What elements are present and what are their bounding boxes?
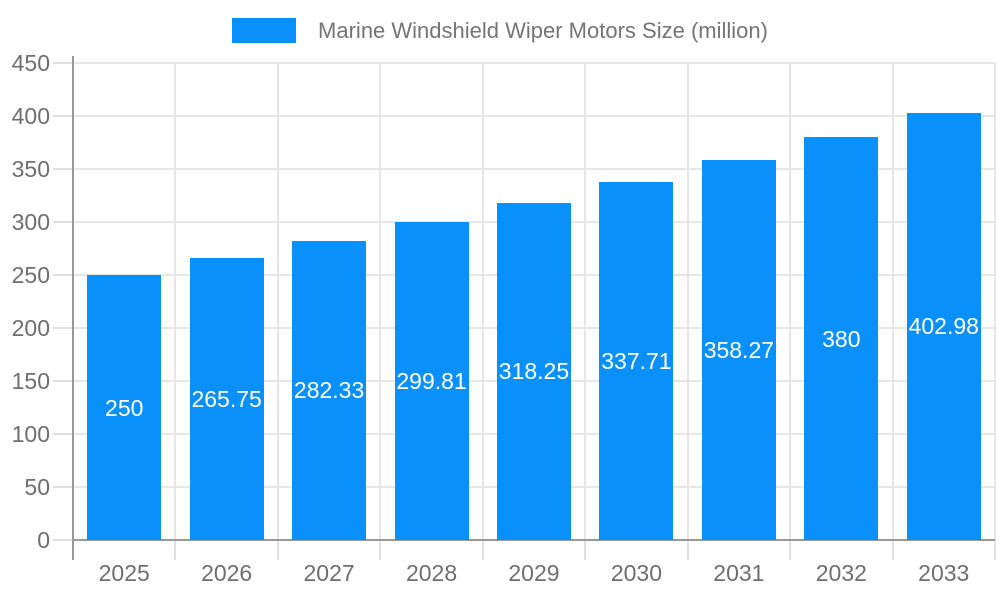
gridline-v <box>276 63 279 540</box>
x-tick-label: 2031 <box>713 560 765 586</box>
bar-value-label: 402.98 <box>908 313 979 340</box>
y-tick-label: 250 <box>11 262 50 288</box>
gridline-h <box>73 62 995 64</box>
x-tick-label: 2027 <box>303 560 355 586</box>
y-tick-label: 200 <box>11 315 50 341</box>
x-axis-tick <box>379 540 382 560</box>
gridline-v <box>686 63 689 540</box>
x-axis-tick <box>686 540 689 560</box>
bar-value-label: 380 <box>822 325 861 352</box>
bar-value-label: 265.75 <box>191 386 262 413</box>
gridline-v <box>174 63 177 540</box>
bar-value-label: 337.71 <box>601 348 672 374</box>
bar <box>497 202 571 540</box>
bar <box>701 160 776 540</box>
gridline-h <box>73 168 995 170</box>
y-axis-tick <box>53 168 73 170</box>
bar <box>906 112 981 540</box>
x-tick-label: 2032 <box>815 560 867 586</box>
bar <box>189 258 264 540</box>
x-axis-tick <box>174 540 177 560</box>
x-axis-tick <box>276 540 279 560</box>
y-tick-label: 100 <box>11 421 50 447</box>
y-axis-tick <box>53 486 73 488</box>
y-axis-tick <box>53 62 73 64</box>
gridline-v <box>584 63 587 540</box>
x-tick-label: 2028 <box>405 560 458 586</box>
y-tick-label: 0 <box>37 527 50 553</box>
x-axis-tick <box>994 540 996 560</box>
y-tick-label: 150 <box>11 368 50 394</box>
bar-value-label: 318.25 <box>498 358 570 385</box>
x-tick-label: 2030 <box>610 560 663 586</box>
y-axis-tick <box>53 274 73 276</box>
x-tick-label: 2029 <box>508 560 560 586</box>
bar <box>599 182 674 540</box>
gridline-h <box>73 115 995 117</box>
x-axis-tick <box>891 540 894 560</box>
x-tick-label: 2026 <box>201 560 253 586</box>
legend-label: Marine Windshield Wiper Motors Size (mil… <box>318 17 768 43</box>
y-axis-tick <box>53 433 73 435</box>
bar <box>394 222 469 540</box>
bar-value-label: 250 <box>105 394 144 421</box>
gridline-v <box>379 63 382 540</box>
gridline-v <box>481 63 484 540</box>
x-axis-line <box>73 539 995 541</box>
y-axis-tick <box>53 221 73 223</box>
gridline-v <box>891 63 894 540</box>
bar <box>292 240 367 540</box>
chart-legend-item[interactable]: Marine Windshield Wiper Motors Size (mil… <box>0 16 1000 44</box>
y-axis-tick <box>53 327 73 329</box>
bar-value-label: 282.33 <box>293 377 365 404</box>
y-tick-label: 350 <box>11 156 50 182</box>
y-axis-tick <box>53 539 73 541</box>
bar-value-label: 358.27 <box>703 337 775 364</box>
x-axis-tick <box>481 540 484 560</box>
y-axis-tick <box>53 380 73 382</box>
bar <box>87 275 162 540</box>
gridline-v <box>994 63 996 540</box>
y-axis-tick <box>53 115 73 117</box>
bar <box>804 137 879 540</box>
legend-swatch <box>232 17 297 43</box>
bar-value-label: 299.81 <box>396 368 467 395</box>
y-tick-label: 50 <box>24 474 50 500</box>
x-tick-label: 2025 <box>98 560 150 586</box>
x-tick-label: 2033 <box>918 560 970 586</box>
y-axis-line <box>72 56 74 560</box>
gridline-v <box>789 63 792 540</box>
y-tick-label: 300 <box>11 209 50 235</box>
x-axis-tick <box>584 540 587 560</box>
x-axis-tick <box>789 540 792 560</box>
y-tick-label: 400 <box>11 103 50 129</box>
y-tick-label: 450 <box>11 50 50 76</box>
